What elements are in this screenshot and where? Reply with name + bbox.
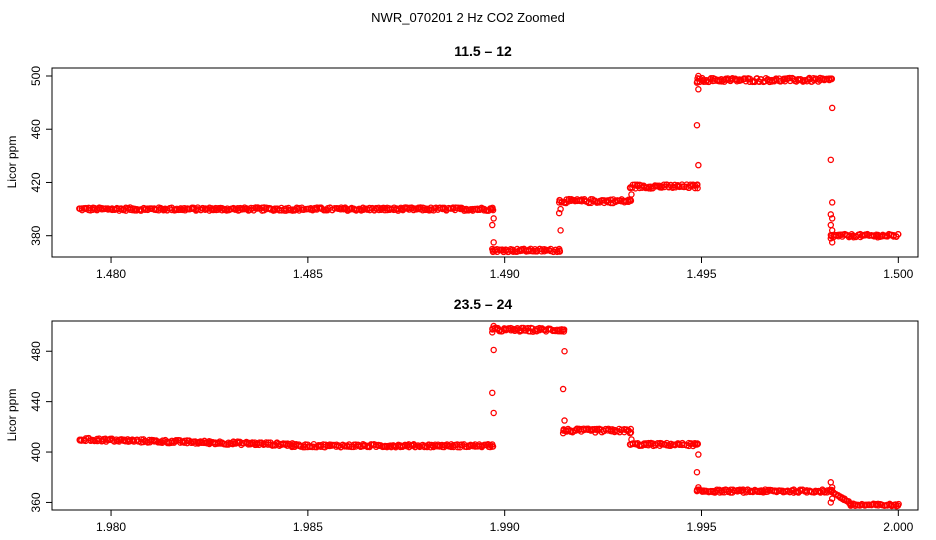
data-point xyxy=(695,86,702,93)
data-point xyxy=(827,499,835,506)
data-point xyxy=(557,227,564,234)
data-point xyxy=(695,451,702,458)
y-tick-label: 460 xyxy=(29,119,43,139)
data-point xyxy=(694,184,701,192)
data-points xyxy=(76,322,902,510)
x-tick-label: 1.480 xyxy=(96,267,126,281)
data-point xyxy=(489,389,496,397)
data-point xyxy=(695,484,702,491)
data-point xyxy=(626,429,634,437)
x-tick-label: 1.995 xyxy=(686,520,716,534)
y-axis-label: Licor ppm xyxy=(5,136,19,189)
data-point xyxy=(626,441,634,448)
data-point xyxy=(693,79,701,86)
panel-title: 11.5 – 12 xyxy=(454,43,512,59)
data-point xyxy=(627,197,635,204)
data-point xyxy=(693,487,701,495)
data-point xyxy=(628,191,635,198)
data-point xyxy=(490,409,497,417)
x-tick-label: 1.485 xyxy=(293,267,323,281)
data-point xyxy=(828,227,836,234)
plot-frame xyxy=(51,320,919,511)
y-tick-label: 500 xyxy=(29,66,43,86)
data-point xyxy=(827,75,835,82)
x-tick-label: 2.000 xyxy=(883,520,913,534)
data-point xyxy=(489,441,496,448)
data-point xyxy=(693,181,701,189)
data-point xyxy=(490,215,497,222)
data-point xyxy=(559,326,567,334)
data-point xyxy=(828,199,836,206)
data-point xyxy=(490,346,497,354)
y-tick-label: 480 xyxy=(29,341,43,361)
plot-frame xyxy=(51,67,919,258)
data-point xyxy=(693,468,701,476)
data-point xyxy=(828,495,836,502)
x-tick-label: 1.500 xyxy=(883,267,913,281)
data-point xyxy=(827,479,835,486)
data-point xyxy=(828,215,836,222)
data-point xyxy=(490,322,497,330)
data-point xyxy=(827,487,835,495)
data-points xyxy=(76,72,902,256)
data-point xyxy=(695,161,702,169)
data-point xyxy=(894,502,902,509)
y-tick-label: 380 xyxy=(29,225,43,245)
data-point xyxy=(557,205,564,213)
data-point xyxy=(828,104,836,112)
data-point xyxy=(742,75,749,82)
x-tick-label: 1.490 xyxy=(490,267,520,281)
data-point xyxy=(693,441,701,448)
data-point xyxy=(489,205,496,213)
data-point xyxy=(693,121,701,129)
plot-panel-11-5-12: 11.5 – 12 Licor ppm 1.480 1.485 1.490 1.495… xyxy=(5,43,919,281)
x-tick-label: 1.495 xyxy=(686,267,716,281)
y-axis-label: Licor ppm xyxy=(5,389,19,442)
x-tick-label: 1.990 xyxy=(490,520,520,534)
y-tick-label: 440 xyxy=(29,391,43,411)
data-point xyxy=(555,245,563,253)
data-point xyxy=(827,211,835,218)
data-point xyxy=(627,425,635,433)
data-point xyxy=(490,239,497,246)
data-point xyxy=(810,77,818,84)
axes: 1.980 1.985 1.990 1.995 2.000 360 400 440 480 xyxy=(29,341,914,534)
figure-title: NWR_070201 2 Hz CO2 Zoomed xyxy=(371,10,565,25)
data-point xyxy=(559,385,567,393)
data-point xyxy=(827,156,835,164)
x-tick-label: 1.980 xyxy=(96,520,126,534)
data-point xyxy=(695,72,702,80)
data-point xyxy=(894,231,902,238)
y-tick-label: 360 xyxy=(29,492,43,512)
panel-title: 23.5 – 24 xyxy=(454,296,513,312)
axes: 1.480 1.485 1.490 1.495 1.500 380 420 460 500 xyxy=(29,66,914,281)
data-point xyxy=(827,235,835,242)
y-tick-label: 400 xyxy=(29,442,43,462)
y-tick-label: 420 xyxy=(29,172,43,192)
data-point xyxy=(555,199,563,206)
data-point xyxy=(489,245,496,253)
data-point xyxy=(489,329,496,336)
plot-panel-23-5-24: 23.5 – 24 Licor ppm 1.980 1.985 1.990 1.995… xyxy=(5,296,919,534)
data-point xyxy=(626,184,634,192)
data-point xyxy=(555,209,563,217)
data-point xyxy=(559,429,567,437)
data-point xyxy=(561,347,568,355)
x-tick-label: 1.985 xyxy=(293,520,323,534)
data-point xyxy=(827,221,835,229)
data-point xyxy=(489,221,496,229)
data-point xyxy=(828,239,836,246)
data-point xyxy=(561,417,568,424)
